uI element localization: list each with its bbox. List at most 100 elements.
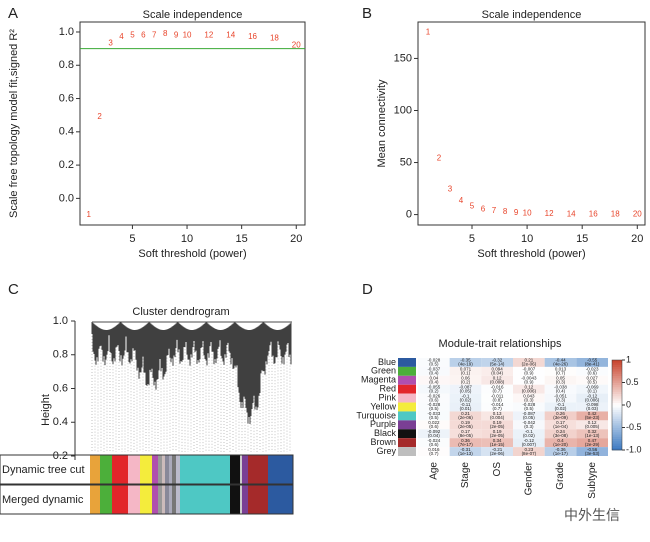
panel-letter: A: [8, 5, 18, 22]
module-color: [242, 485, 248, 514]
cell-pvalue: (8e-41): [585, 362, 600, 367]
y-tick-label: 50: [400, 156, 412, 168]
colorbar-step: [612, 382, 622, 386]
cell-value: 0.013: [555, 367, 567, 372]
heatmap-cell: [513, 393, 545, 403]
module-color: [158, 485, 162, 514]
heatmap-cell: [576, 375, 608, 385]
colorbar-step: [612, 369, 622, 372]
cell-value: -0.028: [522, 402, 535, 407]
heatmap-cell: [513, 420, 545, 430]
point-label: 2: [437, 153, 442, 162]
colorbar-step: [612, 411, 622, 415]
cell-value: -0.21: [492, 447, 503, 452]
heatmap-cell: [544, 429, 577, 439]
cell-value: 0.19: [461, 420, 470, 425]
row-label: Yellow: [370, 401, 396, 411]
colorbar-step: [612, 441, 622, 444]
module-color: [240, 485, 242, 514]
cell-pvalue: (0.4): [429, 380, 439, 385]
y-axis-label: Scale free topology model fit,signed R²: [8, 29, 20, 218]
colorbar-tick-label: 0: [626, 399, 631, 409]
colorbar-step: [612, 432, 622, 435]
cell-pvalue: (2e-06): [490, 451, 505, 456]
row-label: Turquoise: [356, 410, 396, 420]
row-label: Green: [371, 366, 396, 376]
cell-value: 0.19: [493, 429, 502, 434]
cell-pvalue: (0.7): [556, 371, 566, 376]
cell-pvalue: (1e-13): [585, 433, 600, 438]
cell-value: 0.19: [493, 420, 502, 425]
heatmap-cell: [418, 393, 450, 403]
module-color: [140, 455, 152, 484]
row-label: Magenta: [361, 375, 396, 385]
point-label: 14: [226, 30, 235, 39]
colorbar-step: [612, 402, 622, 406]
heatmap-cell: [576, 411, 608, 421]
cell-pvalue: (3e-08): [553, 433, 568, 438]
point-label: 8: [503, 207, 508, 216]
heatmap-cell: [418, 438, 450, 448]
chart-title: Module-trait relationships: [439, 338, 562, 350]
cell-value: 0.36: [461, 438, 470, 443]
cell-value: 0.016: [428, 447, 440, 452]
module-swatch: [398, 384, 416, 394]
cell-pvalue: (0.006): [585, 397, 600, 402]
module-color: [248, 485, 268, 514]
heatmap-cell: [418, 429, 450, 439]
colorbar-step: [612, 360, 622, 363]
heatmap-cell: [418, 375, 450, 385]
heatmap-cell: [481, 447, 513, 456]
row-label: Purple: [370, 419, 396, 429]
cell-value: 0.26: [556, 411, 565, 416]
point-label: 4: [119, 32, 124, 41]
module-color: [240, 455, 242, 484]
heatmap-cell: [544, 393, 577, 403]
panel-letter: D: [362, 281, 373, 298]
cell-value: -0.1: [525, 429, 533, 434]
dendrogram-guides: [91, 336, 291, 452]
cell-pvalue: (0.5): [429, 415, 439, 420]
cell-value: -0.016: [491, 384, 504, 389]
heatmap-cell: [513, 438, 545, 448]
column-label: Stage: [460, 462, 471, 489]
module-swatch: [398, 429, 416, 439]
color-bar-label: Merged dynamic: [2, 494, 84, 506]
module-color: [128, 455, 140, 484]
x-tick-label: 20: [631, 233, 643, 245]
column-label: Age: [428, 462, 439, 480]
heatmap-cell: [418, 411, 450, 421]
column-label: Grade: [555, 462, 566, 490]
heatmap-cell: [481, 438, 513, 448]
cell-pvalue: (1e-20): [553, 442, 568, 447]
module-color: [140, 485, 152, 514]
colorbar-step: [612, 425, 622, 428]
cell-value: -0.028: [427, 358, 440, 363]
point-label: 20: [633, 210, 642, 219]
cell-pvalue: (0.004): [490, 415, 505, 420]
heatmap-cell: [576, 447, 608, 456]
cell-value: -0.44: [555, 358, 566, 363]
cell-pvalue: (4e-19): [458, 362, 473, 367]
point-label: 12: [204, 30, 213, 39]
color-bar-label: Dynamic tree cut: [2, 464, 85, 476]
column-label: Subtype: [587, 462, 598, 499]
cell-pvalue: (0.5): [429, 406, 439, 411]
cell-pvalue: (0.4): [556, 388, 566, 393]
module-swatch: [398, 447, 416, 456]
cell-value: -0.36: [555, 447, 566, 452]
cell-value: -0.32: [492, 358, 503, 363]
cell-pvalue: (0.04): [428, 433, 440, 438]
module-color: [230, 455, 240, 484]
heatmap-cell: [513, 402, 545, 412]
colorbar-step: [612, 436, 622, 440]
module-swatch: [398, 411, 416, 421]
colorbar-step: [612, 378, 622, 381]
colorbar-step: [612, 416, 622, 419]
module-swatch: [398, 375, 416, 385]
point-label: 9: [174, 30, 179, 39]
x-tick-label: 10: [181, 233, 193, 245]
cell-value: 0.21: [524, 358, 533, 363]
cell-pvalue: (0.3): [556, 380, 566, 385]
cell-pvalue: (5e-23): [585, 415, 600, 420]
